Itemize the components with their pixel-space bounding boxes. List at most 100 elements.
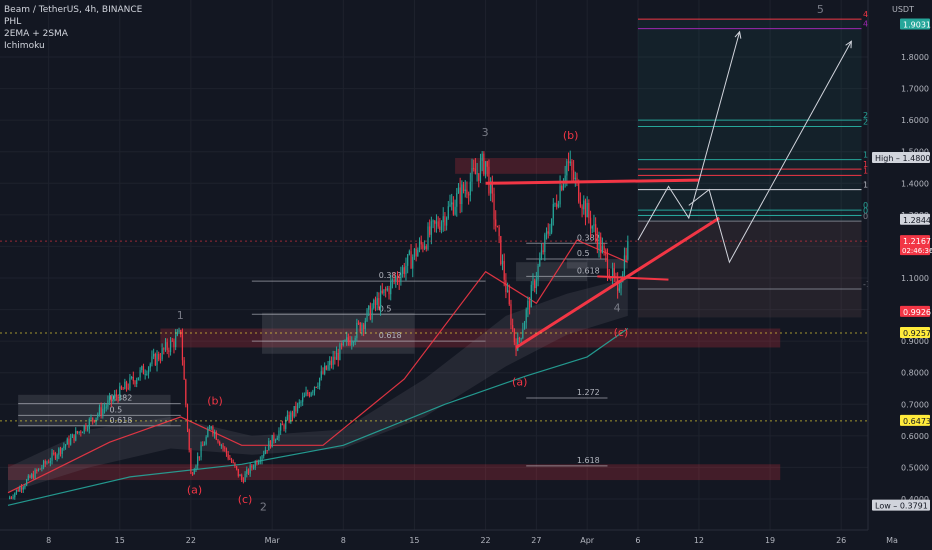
candle-body (70, 437, 72, 445)
candle-body (473, 168, 475, 170)
candle-body (418, 241, 421, 251)
candle-body (500, 236, 502, 265)
candle-body (244, 473, 246, 482)
candle-body (505, 279, 507, 292)
candle-body (142, 366, 145, 375)
candle-body (379, 290, 382, 308)
symbol-title[interactable]: Beam / TetherUS, 4h, BINANCE (4, 5, 143, 15)
price-badge (872, 499, 930, 511)
price-tick-label: 0.4000 (901, 495, 929, 504)
price-tick-label: 0.7000 (901, 400, 929, 409)
candle-body (439, 226, 441, 231)
candle-body (378, 298, 380, 308)
indicator-phl[interactable]: PHL (4, 17, 22, 27)
candle-body (197, 456, 199, 466)
candle-body (605, 249, 607, 256)
candle-body (252, 467, 255, 469)
candle-body (32, 474, 35, 479)
time-tick-label: 22 (480, 536, 490, 545)
price-badge-label: 1.9031 (903, 20, 931, 29)
candle-body (601, 246, 604, 253)
candle-body (417, 250, 419, 257)
moving-average-line (7, 328, 629, 506)
candle-body (442, 216, 444, 223)
candle-body (71, 434, 73, 438)
wave-label: 5 (817, 3, 824, 16)
candle-body (95, 417, 97, 422)
candle-body (249, 465, 251, 474)
candle-body (176, 332, 178, 336)
candle-body (589, 217, 592, 229)
price-tick-label: 0.5000 (901, 463, 929, 472)
candle-body (361, 324, 363, 332)
ichimoku-cloud (8, 278, 628, 493)
candle-body (383, 289, 385, 294)
candle-body (302, 397, 304, 402)
candle-body (478, 173, 480, 181)
fib-level-label: 0.382 (577, 233, 600, 242)
candle-body (159, 359, 162, 361)
candle-body (600, 236, 602, 253)
candle-body (241, 475, 243, 481)
candle-body (603, 246, 605, 250)
candle-body (386, 288, 388, 291)
candle-body (547, 231, 549, 234)
candle-body (61, 448, 63, 454)
support-trendline (515, 216, 721, 349)
candle-body (454, 206, 456, 215)
candle-body (337, 352, 339, 360)
candle-body (98, 407, 101, 415)
candle-body (625, 255, 627, 260)
candle-body (363, 324, 365, 330)
candle-body (532, 280, 534, 285)
candle-body (137, 377, 139, 381)
candle-body (349, 341, 351, 345)
fib-level-label: 1.272 (577, 388, 600, 397)
candle-body (588, 202, 590, 218)
candle-body (200, 445, 202, 458)
candle-body (440, 222, 443, 231)
candle-body (527, 300, 529, 310)
candle-body (166, 342, 168, 351)
time-tick-label: 12 (694, 536, 704, 545)
candle-body (484, 161, 487, 175)
time-tick-label: Apr (580, 536, 595, 545)
candle-body (396, 277, 399, 281)
candle-body (268, 440, 270, 451)
candle-body (401, 267, 404, 274)
candle-body (569, 161, 571, 164)
candle-body (528, 300, 531, 308)
candle-body (56, 455, 58, 459)
candle-body (153, 353, 155, 357)
candle-body (195, 465, 197, 471)
candle-body (300, 401, 302, 403)
candle-body (403, 267, 405, 275)
price-zone (455, 158, 567, 174)
time-tick-label: 22 (186, 536, 196, 545)
candle-body (346, 337, 348, 341)
wave-label: (b) (207, 394, 223, 407)
indicator-ichimoku[interactable]: Ichimoku (4, 41, 45, 51)
candle-body (339, 344, 341, 360)
candle-body (234, 462, 236, 467)
candle-body (329, 360, 331, 366)
candle-body (105, 406, 107, 408)
candle-body (193, 470, 195, 475)
indicator-ema-sma[interactable]: 2EMA + 2SMA (4, 29, 68, 39)
candle-body (119, 386, 121, 401)
fib-level-label: 0.5 (379, 304, 392, 313)
candle-body (205, 436, 207, 445)
candle-body (120, 386, 123, 389)
candle-body (461, 184, 463, 204)
resistance-trendline (485, 178, 699, 185)
candle-body (479, 160, 482, 181)
candle-body (103, 407, 106, 409)
candle-body (161, 348, 163, 360)
candle-body (627, 241, 629, 260)
candle-body (518, 337, 521, 339)
candle-body (151, 356, 153, 364)
candle-body (512, 325, 514, 329)
candle-body (164, 342, 167, 350)
